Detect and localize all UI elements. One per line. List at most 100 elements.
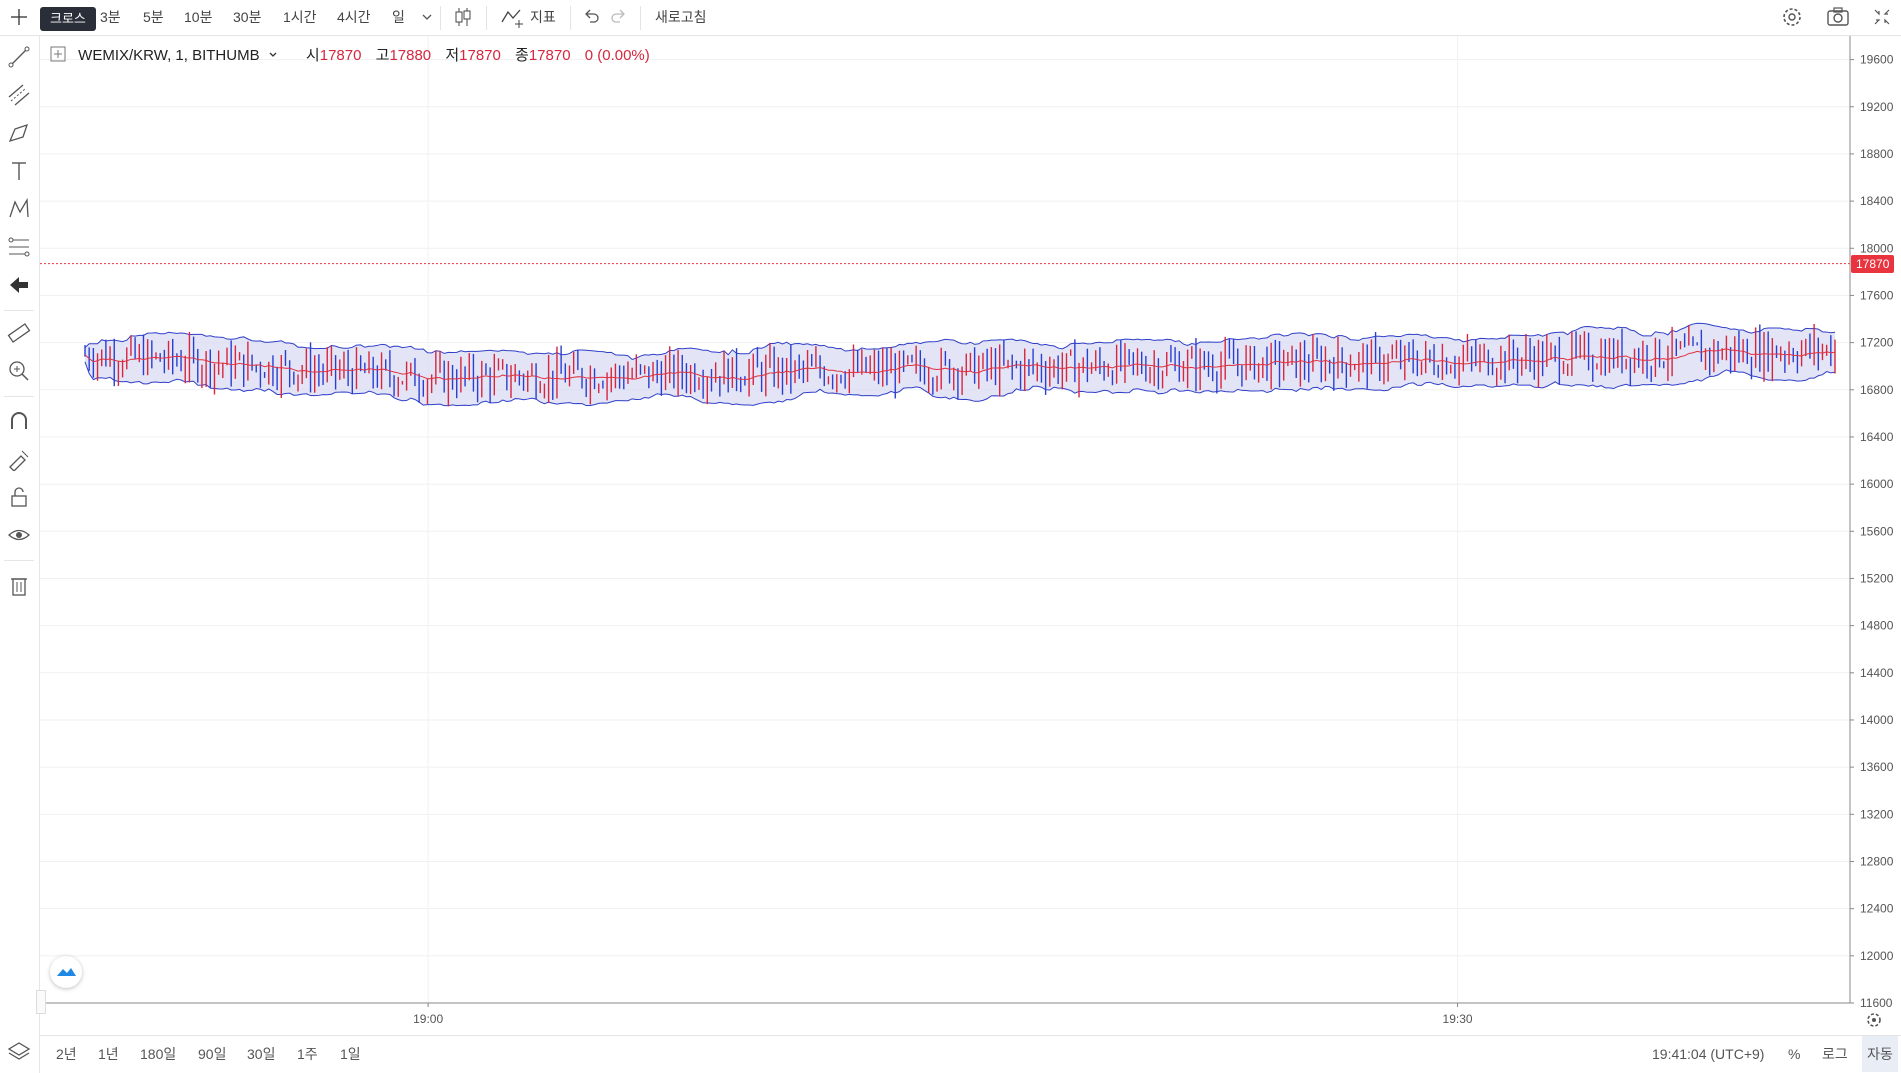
price-tick: 11600 xyxy=(1860,996,1893,1010)
price-tick: 19200 xyxy=(1860,100,1894,114)
interval-5m[interactable]: 5분 xyxy=(143,9,164,25)
low-value: 17870 xyxy=(459,47,501,64)
time-tick: 19:00 xyxy=(413,1012,443,1026)
range-1y[interactable]: 1년 xyxy=(98,1046,119,1062)
back-arrow-icon[interactable] xyxy=(4,270,34,300)
price-tick: 12400 xyxy=(1860,902,1894,916)
crosshair-tooltip: 크로스 xyxy=(40,7,96,31)
time-tick: 19:30 xyxy=(1443,1012,1473,1026)
open-label: 시 xyxy=(305,47,320,64)
interval-30m[interactable]: 30분 xyxy=(233,9,262,25)
percent-toggle[interactable]: % xyxy=(1788,1046,1801,1062)
interval-10m[interactable]: 10분 xyxy=(184,9,213,25)
bollinger-band xyxy=(84,322,1836,407)
undo-icon[interactable] xyxy=(582,0,600,34)
price-tick: 13600 xyxy=(1860,760,1894,774)
drawing-toolbar xyxy=(0,36,40,1073)
log-toggle[interactable]: 로그 xyxy=(1822,1046,1848,1062)
collapse-handle[interactable] xyxy=(36,990,46,1014)
symbol-label[interactable]: WEMIX/KRW, 1, BITHUMB xyxy=(78,47,260,64)
price-axis: 19600 19200 18800 18400 18000 17600 17200 16800… xyxy=(1850,53,1894,1010)
gear-icon[interactable] xyxy=(1780,0,1804,34)
chevron-down-icon[interactable] xyxy=(268,50,278,60)
interval-day[interactable]: 일 xyxy=(392,9,405,25)
candles xyxy=(84,324,1836,407)
indicators-label: 지표 xyxy=(530,9,556,25)
price-tick: 13200 xyxy=(1860,807,1894,821)
range-180d[interactable]: 180일 xyxy=(140,1046,177,1062)
price-chart[interactable]: 19600 19200 18800 18400 18000 17600 17200 16800… xyxy=(0,36,1901,1036)
range-1d[interactable]: 1일 xyxy=(340,1046,361,1062)
low-label: 저 xyxy=(445,47,460,64)
camera-icon[interactable] xyxy=(1826,0,1850,34)
close-value: 17870 xyxy=(528,47,571,64)
chevron-down-icon[interactable] xyxy=(420,0,434,34)
price-tick: 18000 xyxy=(1860,241,1894,255)
auto-toggle[interactable]: 자동 xyxy=(1862,1036,1898,1072)
trend-line-icon[interactable] xyxy=(4,42,34,72)
ruler-icon[interactable] xyxy=(4,318,34,348)
text-icon[interactable] xyxy=(4,156,34,186)
chart-legend: WEMIX/KRW, 1, BITHUMB 시17870 고17880 저178… xyxy=(50,44,654,68)
price-tick: 15200 xyxy=(1860,571,1894,585)
indicators-button[interactable]: 지표 xyxy=(500,0,560,34)
price-tick: 18400 xyxy=(1860,194,1894,208)
redo-icon[interactable] xyxy=(610,0,628,34)
price-tick: 16400 xyxy=(1860,430,1894,444)
parallel-channel-icon[interactable] xyxy=(4,80,34,110)
clock: 19:41:04 (UTC+9) xyxy=(1652,1046,1765,1062)
lower-band xyxy=(84,361,1836,407)
interval-3m[interactable]: 3분 xyxy=(100,9,121,25)
range-1w[interactable]: 1주 xyxy=(297,1046,318,1062)
range-2y[interactable]: 2년 xyxy=(56,1046,77,1062)
interval-1h[interactable]: 1시간 xyxy=(283,9,317,25)
price-tick: 16000 xyxy=(1860,477,1894,491)
price-tick: 19600 xyxy=(1860,53,1894,67)
eye-icon[interactable] xyxy=(4,520,34,550)
fullscreen-icon[interactable] xyxy=(1872,0,1892,34)
price-tick: 16800 xyxy=(1860,383,1894,397)
refresh-button[interactable]: 새로고침 xyxy=(655,9,707,25)
candle-type-icon[interactable] xyxy=(452,0,474,34)
pattern-icon[interactable] xyxy=(4,194,34,224)
moving-average-line xyxy=(84,348,1836,380)
high-label: 고 xyxy=(375,47,390,64)
range-30d[interactable]: 30일 xyxy=(247,1046,276,1062)
interval-4h[interactable]: 4시간 xyxy=(337,9,371,25)
price-tick: 14400 xyxy=(1860,666,1894,680)
price-tick: 15600 xyxy=(1860,524,1894,538)
trash-icon[interactable] xyxy=(4,570,34,600)
fib-icon[interactable] xyxy=(4,232,34,262)
zoom-in-icon[interactable] xyxy=(4,356,34,386)
range-90d[interactable]: 90일 xyxy=(198,1046,227,1062)
high-value: 17880 xyxy=(389,47,432,64)
lock-icon[interactable] xyxy=(4,482,34,512)
crosshair-icon[interactable] xyxy=(4,0,34,34)
expand-icon[interactable] xyxy=(50,46,66,62)
price-tick: 17600 xyxy=(1860,288,1894,302)
brand-logo[interactable] xyxy=(50,956,82,988)
top-toolbar: 크로스 3분 5분 10분 30분 1시간 4시간 일 지표 새로고침 xyxy=(0,0,1901,36)
band-fill xyxy=(85,323,1835,406)
brush-icon[interactable] xyxy=(4,118,34,148)
current-price-label: 17870 xyxy=(1851,254,1895,273)
price-tick: 12000 xyxy=(1860,949,1894,963)
price-tick: 14000 xyxy=(1860,713,1894,727)
ma-line xyxy=(84,348,1836,380)
upper-band xyxy=(84,322,1836,360)
price-tick: 17200 xyxy=(1860,336,1894,350)
price-tick: 12800 xyxy=(1860,854,1894,868)
bottom-toolbar: 2년 1년 180일 90일 30일 1주 1일 19:41:04 (UTC+9… xyxy=(40,1035,1901,1073)
time-axis: 19:0021:0022:30301:3003:0004:3006:0007:3… xyxy=(413,1003,1473,1026)
magnet-icon[interactable] xyxy=(4,406,34,436)
price-tick: 18800 xyxy=(1860,147,1894,161)
axis-settings-icon[interactable] xyxy=(1862,1008,1886,1032)
layers-icon[interactable] xyxy=(4,1036,34,1066)
close-label: 종 xyxy=(515,47,529,64)
chart-grid xyxy=(40,36,1850,1004)
price-tick: 14800 xyxy=(1860,619,1894,633)
lock-drawing-icon[interactable] xyxy=(4,444,34,474)
cloud-icon xyxy=(57,968,76,976)
change-value: 0 (0.00%) xyxy=(584,47,650,64)
open-value: 17870 xyxy=(319,47,362,64)
